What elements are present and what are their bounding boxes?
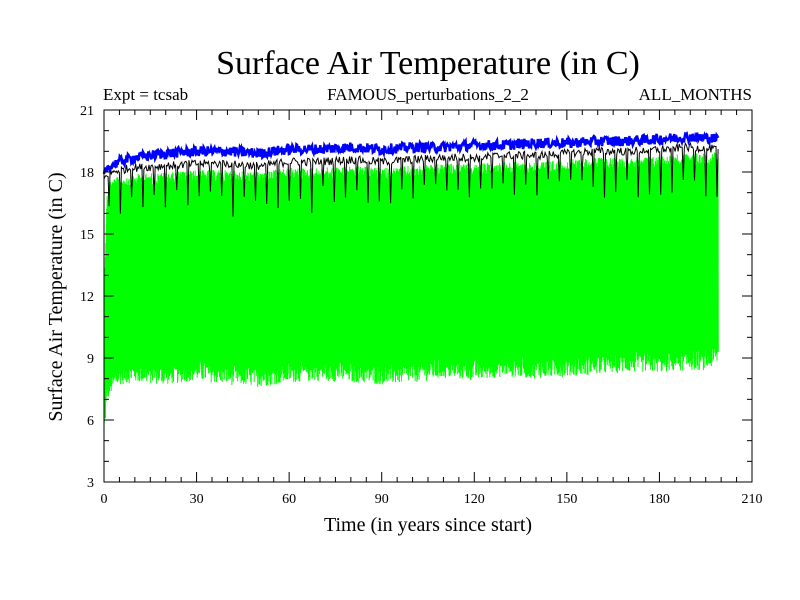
axes-layer: 0 30 60 90 120 150 180 210 3 6 9 12 15 18 21 — [80, 104, 763, 507]
x-tick-label: 180 — [649, 492, 670, 507]
x-tick-label: 0 — [101, 492, 108, 507]
y-tick-label: 21 — [80, 104, 94, 119]
series-green-seasonal-band — [103, 152, 719, 424]
y-tick-label: 18 — [80, 166, 94, 181]
y-axis-label: Surface Air Temperature (in C) — [45, 172, 67, 421]
series-blue-trace — [102, 130, 720, 175]
x-tick-label: 30 — [190, 492, 204, 507]
plot-data-layer — [102, 130, 720, 424]
chart-title: Surface Air Temperature (in C) — [216, 45, 640, 82]
x-tick-label: 210 — [742, 492, 763, 507]
series-black-trace — [103, 141, 719, 217]
subtitle-run: FAMOUS_perturbations_2_2 — [327, 85, 529, 104]
x-tick-label: 150 — [556, 492, 577, 507]
y-tick-label: 12 — [80, 290, 94, 305]
y-tick-label: 15 — [80, 228, 94, 243]
subtitle-months: ALL_MONTHS — [639, 85, 752, 104]
y-tick-label: 6 — [87, 414, 94, 429]
x-tick-label: 90 — [375, 492, 389, 507]
x-tick-label: 120 — [464, 492, 485, 507]
subtitle-experiment: Expt = tcsab — [103, 85, 188, 104]
x-axis-label: Time (in years since start) — [324, 514, 532, 536]
y-tick-label: 3 — [87, 476, 94, 491]
y-tick-label: 9 — [87, 352, 94, 367]
x-tick-label: 60 — [282, 492, 296, 507]
